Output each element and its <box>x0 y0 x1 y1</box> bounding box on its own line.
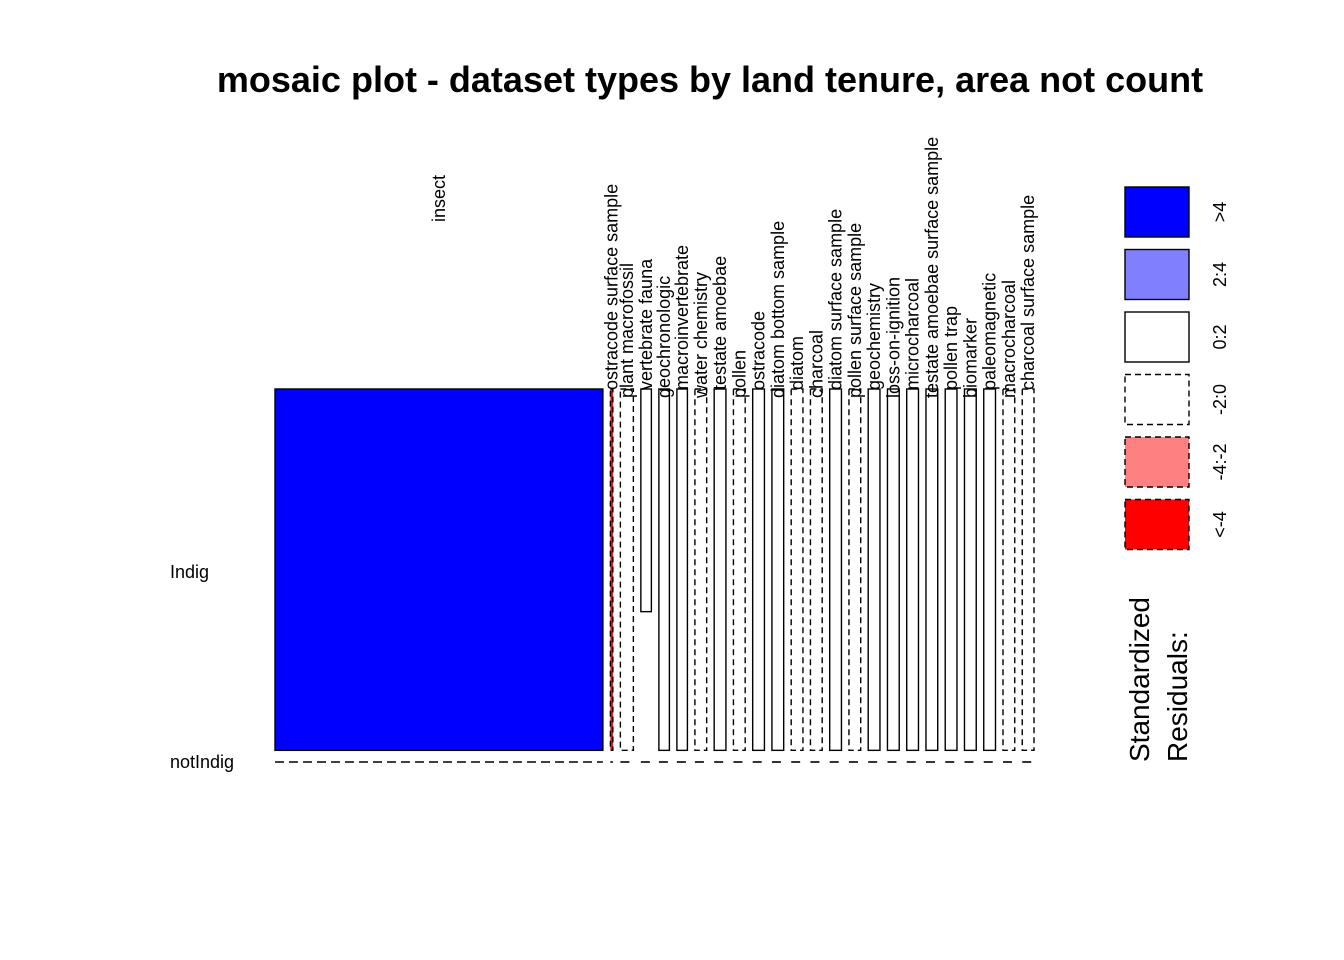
legend-label-lt-4: <-4 <box>1210 511 1230 538</box>
tile-indig-charcoal <box>809 388 823 752</box>
tile-indig-ostracode <box>751 388 766 752</box>
tile-indig-insect <box>274 388 604 752</box>
tile-indig-macroinvertebrate <box>676 388 689 752</box>
tile-indig-pollen-trap <box>944 388 958 752</box>
tile-indig-pollen <box>732 388 746 752</box>
column-label-paleomagnetic: paleomagnetic <box>980 273 1000 390</box>
column-label-plant-macrofossil: plant macrofossil <box>617 263 637 398</box>
column-label-geochemistry: geochemistry <box>864 283 884 390</box>
tile-indig-plant-macrofossil <box>619 388 635 752</box>
legend-swatch-gt4 <box>1124 186 1190 238</box>
legend-title-line2: Residuals: <box>1162 631 1193 762</box>
column-label-pollen-trap: pollen trap <box>941 306 961 390</box>
row-label-indig: Indig <box>170 562 209 582</box>
column-label-geochronologic: geochronologic <box>654 276 674 398</box>
tile-indig-biomarker <box>963 388 977 752</box>
column-label-charcoal-surface-sample: charcoal surface sample <box>1018 195 1038 390</box>
column-label-testate-amoebae-surface-sample: testate amoebae surface sample <box>922 137 942 398</box>
tile-indig-vertebrate-fauna <box>640 388 653 613</box>
tile-indig-diatom-bottom-sample <box>771 388 785 752</box>
tile-indig-geochemistry <box>867 388 881 752</box>
legend-swatch-2-4 <box>1124 248 1190 301</box>
tile-indig-geochronologic <box>658 388 671 752</box>
tile-indig-macrocharcoal <box>1002 388 1016 752</box>
column-label-macrocharcoal: macrocharcoal <box>999 280 1019 398</box>
tile-indig-paleomagnetic <box>983 388 997 752</box>
column-label-macroinvertebrate: macroinvertebrate <box>672 245 692 390</box>
column-label-diatom-bottom-sample: diatom bottom sample <box>768 221 788 398</box>
legend-label-0-2: 0:2 <box>1210 324 1230 349</box>
tile-indig-charcoal-surface-sample <box>1021 388 1035 752</box>
tile-indig-ostracode-surface-sample <box>609 388 614 752</box>
tile-indig-testate-amoebae-surface-sample <box>925 388 939 752</box>
tile-indig-microcharcoal <box>906 388 920 752</box>
column-label-biomarker: biomarker <box>960 318 980 398</box>
legend-label--2-0: -2:0 <box>1210 384 1230 415</box>
legend-swatch-0-2 <box>1124 311 1190 363</box>
row-label-notindig: notIndig <box>170 752 234 772</box>
tile-indig-loss-on-ignition <box>886 388 900 752</box>
column-label-pollen: pollen <box>729 350 749 398</box>
legend-swatch--4-2 <box>1124 436 1190 488</box>
legend-label--4-2: -4:-2 <box>1210 443 1230 480</box>
legend: >4 2:4 0:2 -2:0 -4:-2 <-4 <box>1124 186 1230 551</box>
column-label-vertebrate-fauna: vertebrate fauna <box>636 258 656 390</box>
legend-swatch-lt-4 <box>1124 498 1190 551</box>
legend-label-2-4: 2:4 <box>1210 262 1230 287</box>
column-label-diatom: diatom <box>787 336 807 390</box>
tile-indig-diatom-surface-sample <box>828 388 843 752</box>
tile-indig-diatom <box>790 388 804 752</box>
column-label-pollen-surface-sample: pollen surface sample <box>845 223 865 398</box>
column-label-testate-amoebae: testate amoebae <box>710 256 730 390</box>
legend-label-gt4: >4 <box>1210 202 1230 223</box>
column-label-insect: insect <box>429 175 449 222</box>
column-label-charcoal: charcoal <box>806 330 826 398</box>
tile-indig-pollen-surface-sample <box>848 388 862 752</box>
legend-swatch--2-0 <box>1124 373 1190 426</box>
tile-indig-testate-amoebae <box>713 388 727 752</box>
chart-title: mosaic plot - dataset types by land tenu… <box>217 59 1203 100</box>
legend-title-line1: Standardized <box>1124 597 1155 762</box>
column-label-ostracode-surface-sample: ostracode surface sample <box>602 184 622 390</box>
tile-indig-water-chemistry <box>694 388 708 752</box>
column-label-loss-on-ignition: loss-on-ignition <box>883 277 903 398</box>
column-label-microcharcoal: microcharcoal <box>903 278 923 390</box>
column-label-ostracode: ostracode <box>749 311 769 390</box>
mosaic-tiles <box>274 388 1035 763</box>
column-label-diatom-surface-sample: diatom surface sample <box>826 209 846 390</box>
column-label-water-chemistry: water chemistry <box>691 272 711 399</box>
